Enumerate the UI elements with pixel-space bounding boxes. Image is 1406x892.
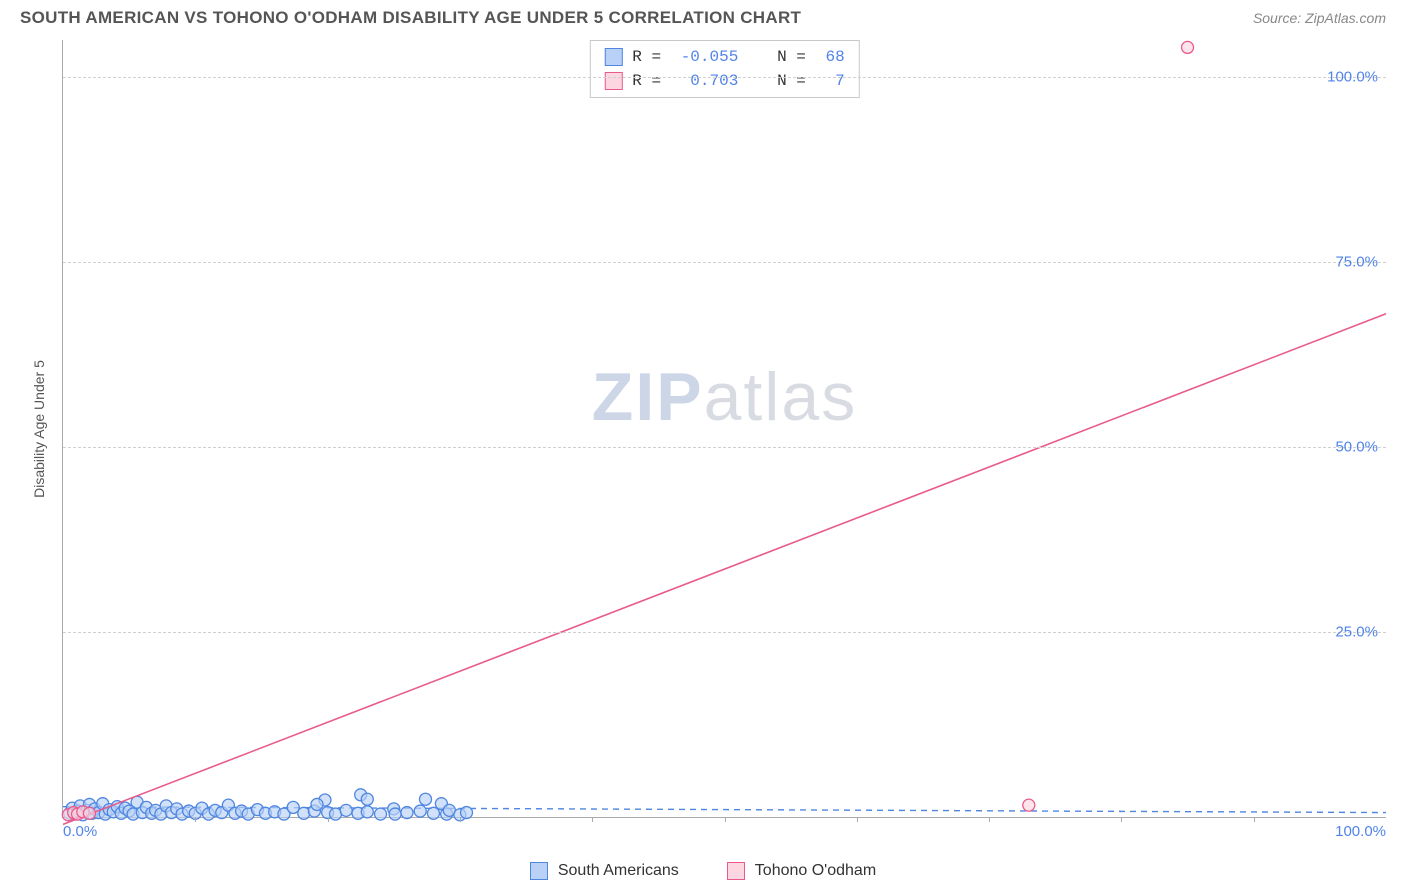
data-point bbox=[361, 806, 373, 818]
x-tick bbox=[328, 817, 329, 822]
x-tick bbox=[1121, 817, 1122, 822]
x-tick bbox=[195, 817, 196, 822]
trend-line bbox=[63, 314, 1386, 825]
legend-label: Tohono O'odham bbox=[755, 862, 876, 880]
legend-swatch bbox=[530, 862, 548, 880]
data-point bbox=[83, 807, 95, 819]
y-tick-label: 50.0% bbox=[1335, 439, 1378, 456]
y-tick-label: 25.0% bbox=[1335, 624, 1378, 641]
data-point bbox=[414, 805, 426, 817]
data-point bbox=[401, 807, 413, 819]
legend-swatch bbox=[727, 862, 745, 880]
x-tick bbox=[725, 817, 726, 822]
legend-label: South Americans bbox=[558, 862, 679, 880]
source-attribution: Source: ZipAtlas.com bbox=[1253, 10, 1386, 26]
data-point bbox=[361, 793, 373, 805]
data-point bbox=[375, 808, 387, 820]
chart-container: Disability Age Under 5 ZIPatlas R = -0.0… bbox=[20, 40, 1386, 844]
x-tick bbox=[1254, 817, 1255, 822]
x-tick bbox=[857, 817, 858, 822]
plot-area: Disability Age Under 5 ZIPatlas R = -0.0… bbox=[62, 40, 1386, 818]
data-point bbox=[340, 804, 352, 816]
x-tick bbox=[989, 817, 990, 822]
x-tick bbox=[460, 817, 461, 822]
data-point bbox=[420, 793, 432, 805]
data-point bbox=[1182, 41, 1194, 53]
data-point bbox=[389, 808, 401, 820]
chart-title: SOUTH AMERICAN VS TOHONO O'ODHAM DISABIL… bbox=[20, 8, 801, 28]
y-tick-label: 100.0% bbox=[1327, 69, 1378, 86]
scatter-plot bbox=[63, 40, 1386, 817]
gridline bbox=[63, 632, 1386, 633]
bottom-legend: South Americans Tohono O'odham bbox=[0, 862, 1406, 880]
gridline bbox=[63, 262, 1386, 263]
x-axis-origin-label: 0.0% bbox=[63, 823, 97, 840]
legend-item: South Americans bbox=[530, 862, 679, 880]
data-point bbox=[298, 807, 310, 819]
data-point bbox=[1023, 799, 1035, 811]
legend-item: Tohono O'odham bbox=[727, 862, 876, 880]
data-point bbox=[461, 807, 473, 819]
gridline bbox=[63, 77, 1386, 78]
x-axis-end-label: 100.0% bbox=[1335, 823, 1386, 840]
gridline bbox=[63, 447, 1386, 448]
x-tick bbox=[592, 817, 593, 822]
y-axis-title: Disability Age Under 5 bbox=[31, 360, 47, 498]
data-point bbox=[311, 798, 323, 810]
y-tick-label: 75.0% bbox=[1335, 254, 1378, 271]
